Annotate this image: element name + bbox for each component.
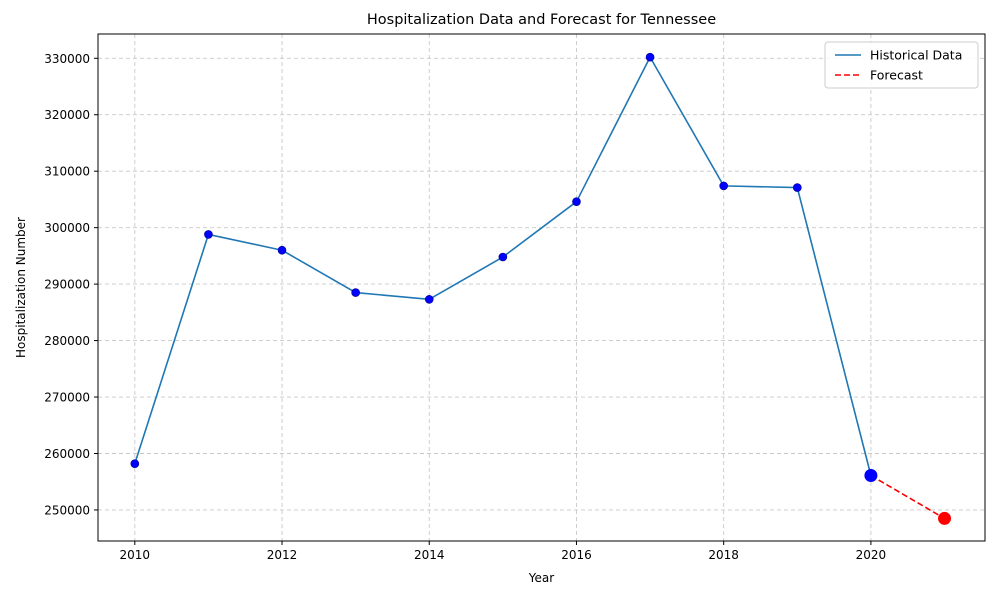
historical-data-point (498, 252, 508, 262)
y-tick-label: 300000 (44, 221, 90, 235)
legend: Historical Data Forecast (824, 41, 979, 89)
axis-ticks: 2010 2012 2014 2016 2018 2020 250000 260000 2700… (44, 52, 886, 562)
historical-data-point (645, 52, 655, 62)
historical-data-point (424, 295, 434, 304)
y-tick-label: 310000 (44, 165, 90, 179)
y-tick-label: 280000 (44, 334, 90, 348)
y-tick-label: 330000 (44, 52, 90, 66)
plot-frame (97, 33, 986, 542)
x-tick-label: 2010 (120, 548, 151, 562)
historical-data-point (277, 245, 287, 255)
y-axis-title: Hospitalization Number (14, 217, 28, 358)
y-tick-label: 260000 (44, 447, 90, 461)
legend-label: Historical Data (870, 48, 962, 63)
x-axis-title: Year (528, 571, 554, 585)
x-tick-label: 2012 (267, 548, 298, 562)
y-tick-label: 320000 (44, 108, 90, 122)
historical-data-point (204, 230, 213, 239)
y-tick-label: 290000 (44, 278, 90, 292)
legend-box (824, 41, 979, 89)
x-tick-label: 2020 (856, 548, 887, 562)
historical-data-point (130, 459, 140, 468)
historical-data-point (792, 183, 802, 192)
historical-data-point (719, 181, 728, 191)
y-tick-label: 270000 (44, 391, 90, 405)
data-points (130, 52, 952, 525)
highlight-data-point (864, 469, 878, 483)
chart-title: Hospitalization Data and Forecast for Te… (367, 12, 716, 28)
historical-data-point (572, 197, 581, 206)
highlight-data-point (938, 511, 952, 525)
x-tick-label: 2016 (561, 548, 592, 562)
y-tick-label: 250000 (44, 503, 90, 517)
legend-label: Forecast (870, 68, 923, 83)
forecast-line (870, 474, 945, 520)
x-tick-label: 2018 (708, 548, 739, 562)
historical-data-point (351, 288, 360, 297)
x-tick-label: 2014 (414, 548, 445, 562)
